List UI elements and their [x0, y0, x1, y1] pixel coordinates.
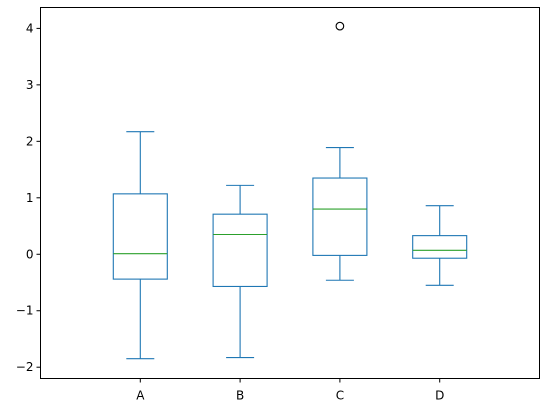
y-tick-label: −2 [16, 360, 34, 374]
iqr-box [212, 213, 268, 288]
outlier-point [335, 21, 345, 31]
y-tick-label: 2 [26, 134, 34, 148]
box-series-b [212, 184, 268, 359]
x-tick-label-d: D [435, 389, 444, 403]
iqr-box [112, 193, 168, 280]
x-tick-label-a: A [136, 389, 145, 403]
y-axis: −2 −1 0 1 2 3 4 [16, 21, 41, 374]
iqr-box [412, 235, 468, 259]
y-tick-label: 1 [26, 191, 34, 205]
y-tick-label: 4 [26, 21, 34, 35]
y-tick-label: −1 [16, 304, 34, 318]
y-tick-label: 3 [26, 78, 34, 92]
iqr-box [312, 177, 368, 256]
x-axis: A B C D [136, 378, 444, 403]
box-series-c [312, 21, 368, 281]
box-series-a [112, 131, 168, 360]
x-tick-label-b: B [236, 389, 244, 403]
y-tick-label: 0 [26, 247, 34, 261]
x-tick-label-c: C [336, 389, 344, 403]
box-series-d [412, 205, 468, 286]
axes-frame [40, 7, 540, 379]
plot-area [112, 21, 468, 360]
